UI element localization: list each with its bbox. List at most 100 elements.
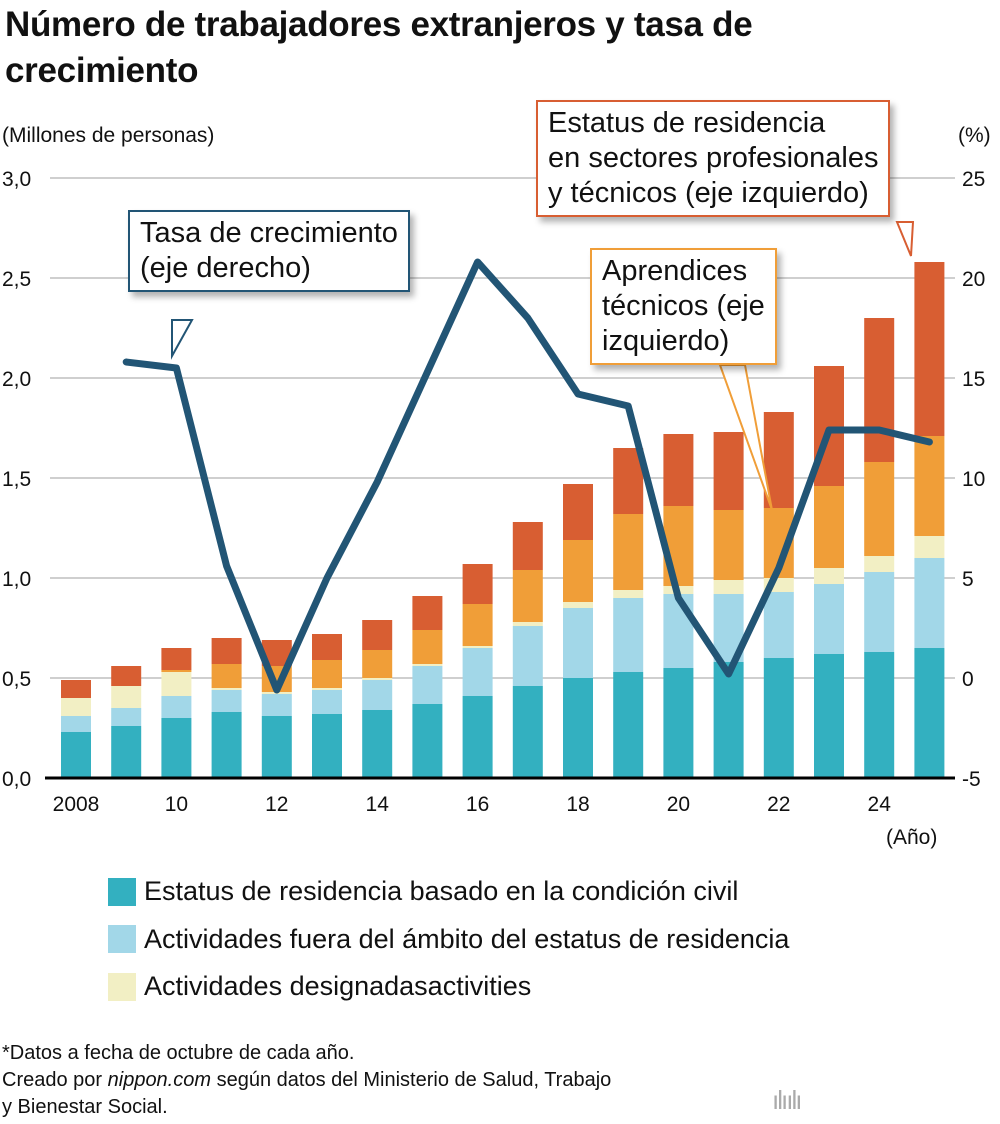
- legend-label: Estatus de residencia basado en la condi…: [144, 876, 739, 907]
- source-site: nippon.com: [107, 1069, 212, 1091]
- right-tick-label: 10: [962, 468, 985, 491]
- bar-segment: [613, 448, 644, 514]
- bar-segment: [312, 634, 342, 660]
- left-tick-label: 0,0: [2, 768, 31, 791]
- bar-segment: [211, 664, 242, 688]
- bar-segment: [512, 622, 543, 626]
- bar-segment: [362, 620, 393, 650]
- bar-segment: [914, 558, 945, 648]
- callout-tail-professional: [895, 221, 915, 257]
- bar-segment: [814, 486, 844, 568]
- bar-segment: [161, 718, 192, 778]
- left-tick-label: 1,0: [2, 568, 31, 591]
- chart-title: Número de trabajadores extranjeros y tas…: [5, 5, 753, 90]
- left-axis-label: (Millones de personas): [2, 124, 215, 147]
- bar-segment: [613, 590, 644, 598]
- legend-item: Actividades fuera del ámbito del estatus…: [108, 916, 789, 964]
- bar-segment: [412, 704, 443, 778]
- right-tick-label: 25: [962, 168, 985, 191]
- bar-segment: [663, 434, 694, 506]
- bar-segment: [362, 710, 393, 778]
- x-tick-label: 14: [366, 793, 390, 816]
- bar-segment: [362, 650, 393, 678]
- left-tick-label: 3,0: [2, 168, 31, 191]
- left-tick-label: 2,5: [2, 268, 31, 291]
- sound-wave-icon: ılıılı: [772, 1085, 802, 1115]
- bar-segment: [814, 584, 844, 654]
- bar-segment: [814, 568, 844, 584]
- legend-item: Actividades designadasactivities: [108, 963, 789, 1011]
- bar-segment: [211, 638, 242, 664]
- bar-segment: [61, 732, 91, 778]
- logo-dot: .: [905, 1119, 917, 1124]
- bar-segment: [713, 580, 744, 594]
- bar-segment: [211, 688, 242, 690]
- legend-label: Actividades designadasactivities: [144, 971, 532, 1002]
- bar-segment: [312, 688, 342, 690]
- legend: Estatus de residencia basado en la condi…: [108, 868, 789, 1011]
- bar-segment: [713, 510, 744, 580]
- bar-segment: [663, 594, 694, 668]
- source-rest: según datos del Ministerio de Salud, Tra…: [211, 1069, 612, 1091]
- bar-segment: [763, 658, 794, 778]
- x-tick-label: 18: [566, 793, 589, 816]
- bar-segment: [914, 648, 945, 778]
- right-tick-label: -5: [962, 768, 981, 791]
- bar-segment: [613, 672, 644, 778]
- footer: *Datos a fecha de octubre de cada año. C…: [2, 1040, 611, 1121]
- x-tick-label: 12: [265, 793, 288, 816]
- bar-segment: [512, 570, 543, 622]
- bar-segment: [111, 686, 142, 708]
- bar-segment: [61, 698, 91, 716]
- bar-segment: [412, 630, 443, 664]
- x-tick-label: 10: [165, 793, 188, 816]
- bar-segment: [864, 652, 895, 778]
- bar-segment: [814, 654, 844, 778]
- bar-segment: [211, 690, 242, 712]
- logo-suffix: com: [916, 1119, 991, 1124]
- bar-segment: [412, 664, 443, 666]
- bar-segment: [763, 592, 794, 658]
- x-tick-label: 2008: [53, 793, 100, 816]
- right-axis-label: (%): [958, 124, 991, 147]
- callout-tail-growth: [171, 319, 194, 360]
- bar-segment: [462, 646, 493, 648]
- bar-segment: [462, 564, 493, 604]
- left-tick-label: 1,5: [2, 468, 31, 491]
- x-tick-label: 20: [667, 793, 690, 816]
- bar-segment: [914, 436, 945, 536]
- right-tick-label: 20: [962, 268, 985, 291]
- bar-segment: [362, 680, 393, 710]
- nippon-logo: ılıılı nippon.com: [772, 1076, 1000, 1124]
- bar-segment: [914, 536, 945, 558]
- bar-segment: [563, 602, 593, 608]
- bar-segment: [161, 670, 192, 672]
- bar-segment: [613, 514, 644, 590]
- right-tick-label: 15: [962, 368, 985, 391]
- left-tick-label: 0,5: [2, 668, 31, 691]
- bar-segment: [462, 648, 493, 696]
- bar-segment: [412, 596, 443, 630]
- x-tick-label: 16: [466, 793, 489, 816]
- callout-professional: Estatus de residencia en sectores profes…: [536, 100, 891, 217]
- callout-tail-trainees: [718, 364, 773, 511]
- bar-segment: [161, 672, 192, 696]
- bar-segment: [512, 626, 543, 686]
- bar-segment: [864, 572, 895, 652]
- bar-segment: [563, 540, 593, 602]
- bar-segment: [111, 708, 142, 726]
- bar-segment: [512, 522, 543, 570]
- bar-segment: [211, 712, 242, 778]
- bar-segment: [61, 716, 91, 732]
- bar-segment: [512, 686, 543, 778]
- legend-label: Actividades fuera del ámbito del estatus…: [144, 923, 790, 954]
- bar-segment: [713, 432, 744, 510]
- bar-segment: [864, 556, 895, 572]
- bar-segment: [663, 668, 694, 778]
- bar-segment: [864, 318, 895, 462]
- legend-swatch: [108, 972, 136, 1001]
- bar-segment: [613, 598, 644, 672]
- x-axis-label: (Año): [886, 826, 938, 849]
- bar-segment: [563, 678, 593, 778]
- bar-segment: [312, 714, 342, 778]
